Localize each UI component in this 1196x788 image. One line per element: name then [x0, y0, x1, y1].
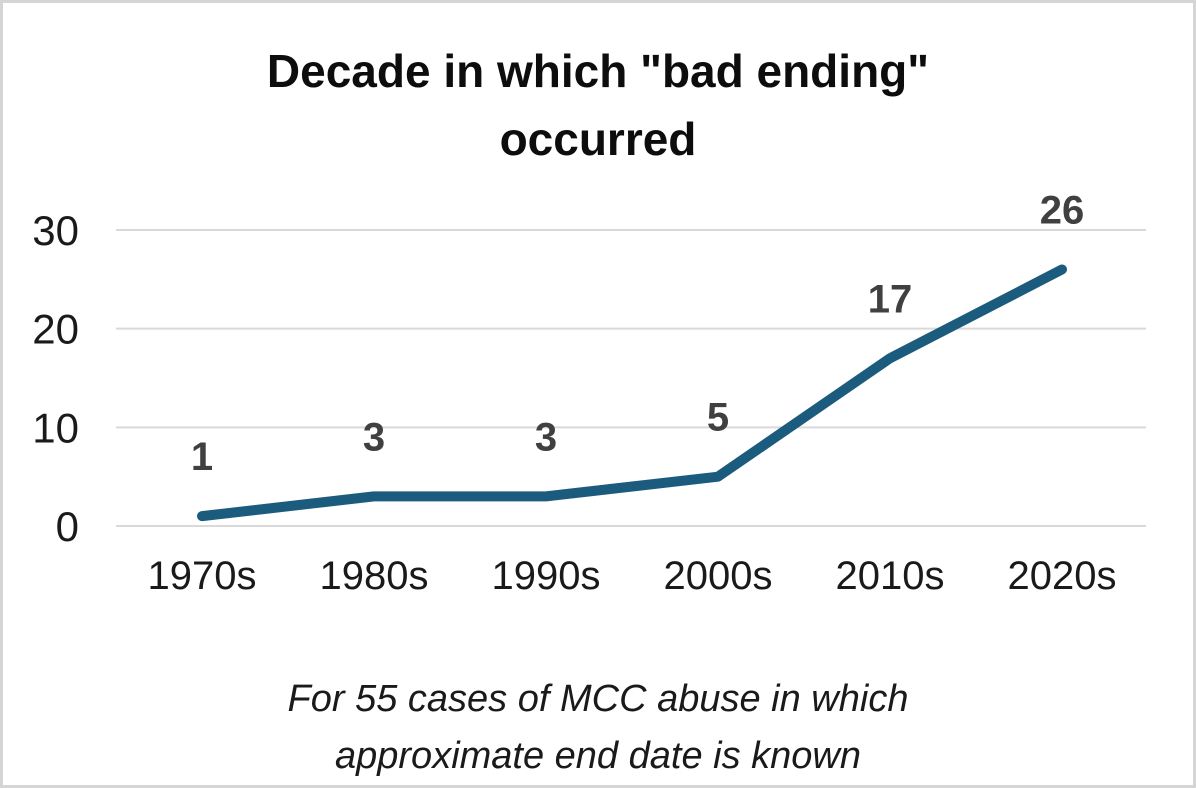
data-label: 3 [535, 415, 557, 459]
x-tick-label: 2020s [1008, 554, 1117, 598]
x-tick-label: 1990s [492, 554, 601, 598]
x-tick-label: 1970s [148, 554, 257, 598]
chart-caption: For 55 cases of MCC abuse in which appro… [3, 671, 1193, 785]
x-tick-label: 2000s [664, 554, 773, 598]
chart-caption-line-1: For 55 cases of MCC abuse in which [287, 678, 909, 720]
y-tick-labels: 0 10 20 30 [32, 207, 79, 550]
y-tick-label: 0 [56, 503, 79, 550]
chart-title: Decade in which "bad ending" occurred [3, 37, 1193, 173]
data-line [197, 264, 1067, 522]
chart-title-line-1: Decade in which "bad ending" [266, 45, 930, 97]
data-label: 5 [707, 396, 729, 440]
x-tick-label: 2010s [836, 554, 945, 598]
x-tick-labels: 1970s 1980s 1990s 2000s 2010s 2020s [148, 554, 1117, 598]
y-tick-label: 20 [32, 306, 79, 353]
y-tick-label: 30 [32, 207, 79, 254]
data-label: 3 [363, 415, 385, 459]
x-tick-label: 1980s [320, 554, 429, 598]
chart-title-line-2: occurred [499, 113, 697, 165]
gridlines [116, 229, 1146, 527]
chart-caption-line-2: approximate end date is known [335, 735, 861, 777]
data-label: 1 [191, 435, 213, 479]
data-labels: 1 3 3 5 17 26 [191, 188, 1084, 479]
data-label: 17 [868, 277, 913, 321]
y-tick-label: 10 [32, 404, 79, 451]
data-label: 26 [1040, 188, 1085, 232]
line-chart: 0 10 20 30 1970s 1980s 1990s 2000s 2010s 2020s 1… [32, 188, 1146, 598]
